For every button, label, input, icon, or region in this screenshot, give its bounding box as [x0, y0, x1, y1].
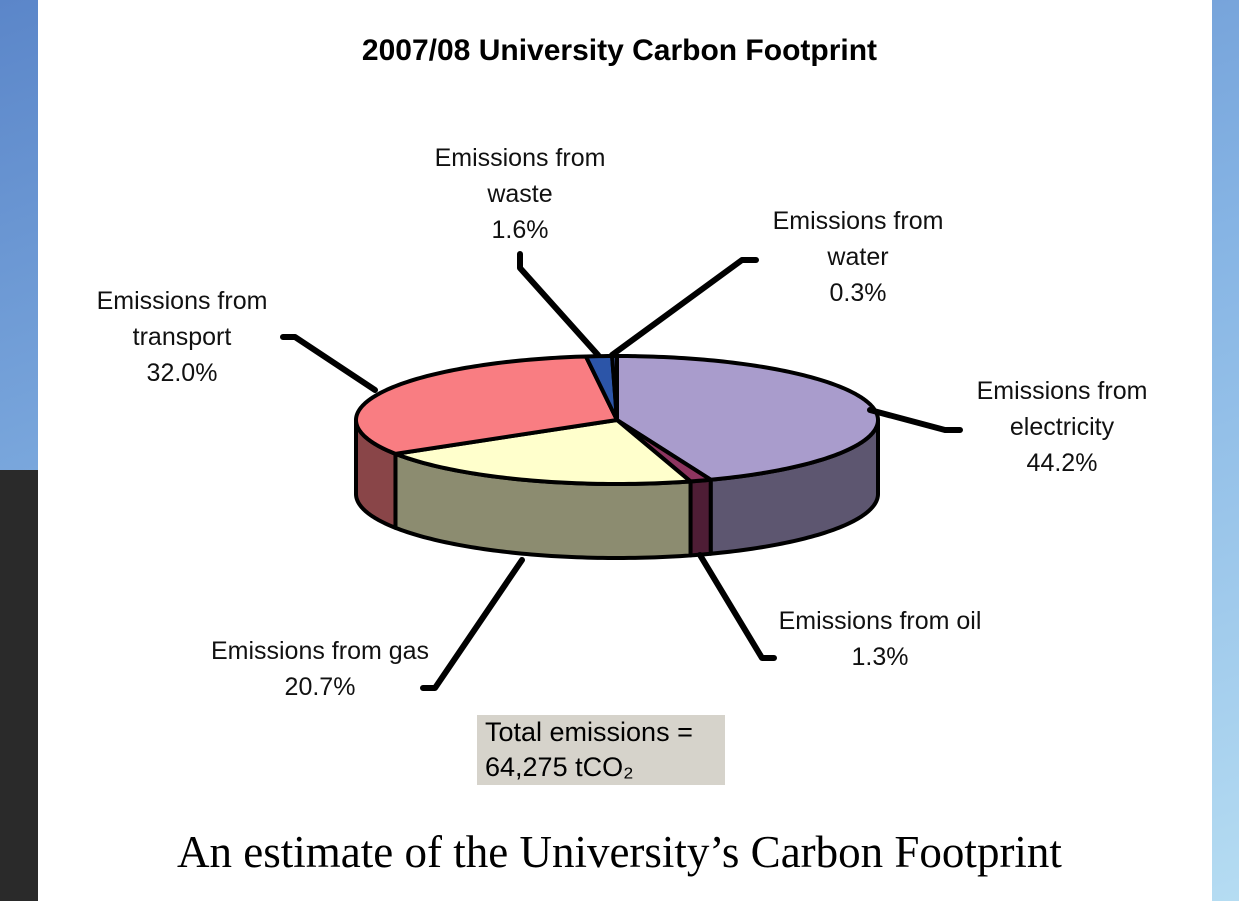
slice-label: Emissions from transport 32.0% [72, 283, 292, 391]
value-label: 20.7% [284, 673, 356, 701]
leader-line [609, 257, 759, 358]
leader-line [517, 251, 601, 358]
slice-label: Emissions from electricity 44.2% [952, 373, 1172, 481]
leader-line [697, 552, 777, 661]
value-label: 1.6% [491, 216, 549, 244]
pie-slice [393, 418, 693, 486]
pie-slice [354, 354, 619, 456]
category-label: Emissions from electricity [976, 377, 1148, 441]
leader-line [280, 334, 378, 393]
slice-label: Emissions from water 0.3% [748, 203, 968, 311]
value-label: 1.3% [851, 643, 909, 671]
leader-line [867, 407, 963, 433]
chart-title: 2007/08 University Carbon Footprint [361, 34, 878, 67]
pie-side [688, 477, 713, 558]
slice-label: Emissions from gas 20.7% [210, 633, 430, 705]
caption: An estimate of the University’s Carbon F… [177, 827, 1062, 877]
category-label: Emissions from water [772, 207, 944, 271]
value-label: 44.2% [1026, 449, 1098, 477]
value-label: 32.0% [146, 359, 218, 387]
category-label: Emissions from transport [96, 287, 268, 351]
category-label: Emissions from gas [210, 637, 430, 665]
annotation: Total emissions = 64,275 tCO₂ [477, 715, 725, 785]
slice-label: Emissions from waste 1.6% [410, 140, 630, 248]
background-edge [0, 470, 40, 901]
value-label: 0.3% [829, 279, 887, 307]
slice-label: Emissions from oil 1.3% [770, 603, 990, 675]
category-label: Emissions from waste [434, 144, 606, 208]
leader-line [420, 557, 525, 691]
category-label: Emissions from oil [778, 607, 982, 635]
